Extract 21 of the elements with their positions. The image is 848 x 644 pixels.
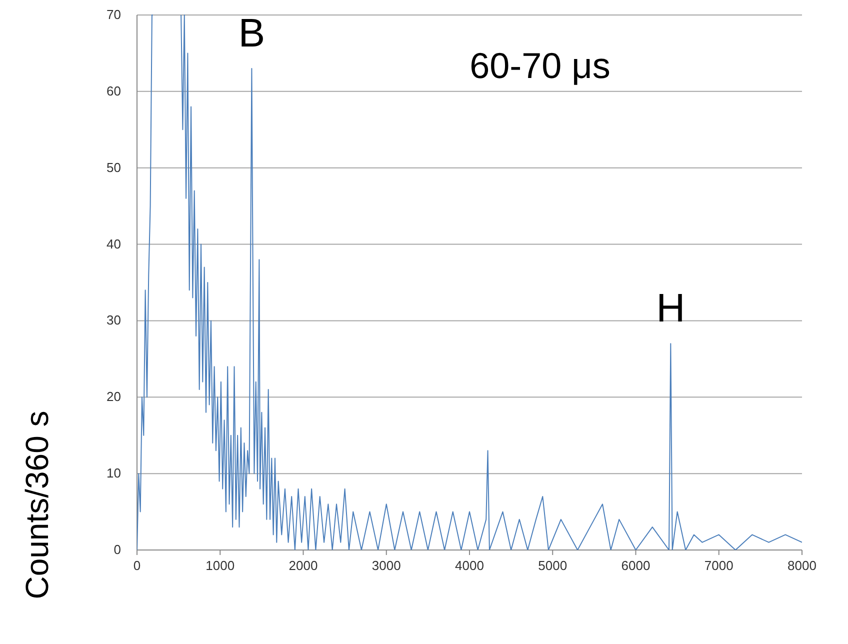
annotation: H — [656, 286, 686, 331]
x-tick-label: 1000 — [206, 558, 235, 573]
annotation: B — [238, 12, 266, 56]
x-tick-label: 4000 — [455, 558, 484, 573]
y-tick-label: 70 — [106, 7, 121, 22]
y-tick-label: 40 — [106, 236, 121, 252]
y-tick-label: 20 — [106, 389, 121, 404]
x-tick-label: 7000 — [704, 558, 734, 573]
y-tick-label: 60 — [106, 83, 121, 98]
x-tick-label: 2000 — [288, 558, 318, 573]
y-axis-title: Counts/360 s — [19, 410, 55, 600]
y-tick-label: 0 — [114, 542, 121, 557]
text: 60-70 μs — [470, 45, 610, 86]
y-tick-label: 30 — [106, 312, 121, 328]
x-tick-label: 3000 — [372, 558, 401, 573]
x-tick-label: 0 — [133, 558, 141, 573]
x-tick-label: 5000 — [538, 558, 568, 573]
y-tick-label: 10 — [106, 466, 121, 481]
y-tick-label: 50 — [106, 160, 121, 175]
x-tick-label: 8000 — [788, 558, 816, 573]
x-tick-label: 6000 — [621, 558, 650, 573]
